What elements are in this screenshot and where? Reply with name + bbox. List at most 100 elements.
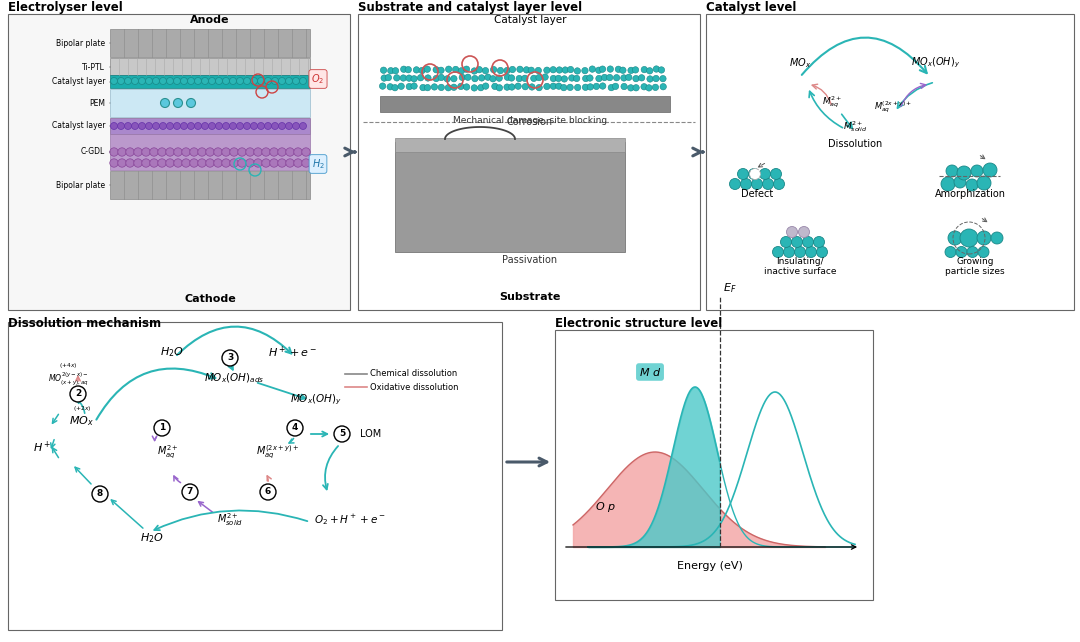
Circle shape [573,75,580,82]
Circle shape [400,75,406,81]
Circle shape [379,83,386,89]
Text: $O_2$: $O_2$ [311,72,325,86]
Circle shape [174,123,180,130]
Circle shape [948,231,962,245]
Circle shape [141,148,150,156]
Circle shape [125,148,134,156]
Text: 1: 1 [159,424,165,433]
Circle shape [957,166,971,180]
Circle shape [125,159,134,167]
Circle shape [458,67,464,74]
Text: Bipolar plate: Bipolar plate [56,39,105,48]
Circle shape [472,75,478,82]
Circle shape [613,74,620,81]
Text: $H_2O$: $H_2O$ [140,531,164,545]
Circle shape [491,83,498,90]
Circle shape [166,159,174,167]
Circle shape [627,85,634,91]
Circle shape [392,85,399,91]
Circle shape [208,123,216,130]
Text: 5: 5 [339,429,346,438]
Circle shape [386,74,392,81]
Circle shape [509,84,515,91]
Circle shape [589,66,595,73]
Text: $MO_x$: $MO_x$ [788,56,811,70]
Text: Cathode: Cathode [184,294,235,304]
Circle shape [257,78,265,85]
Circle shape [406,83,413,90]
Circle shape [806,247,816,257]
Circle shape [146,123,152,130]
Circle shape [599,66,606,73]
Circle shape [271,78,279,85]
FancyBboxPatch shape [8,14,350,310]
Circle shape [206,148,214,156]
Circle shape [632,67,638,73]
Circle shape [750,168,760,180]
Circle shape [762,178,773,189]
Circle shape [612,83,619,90]
Circle shape [424,66,431,73]
Text: Growing
particle sizes: Growing particle sizes [945,257,1004,277]
Circle shape [301,159,310,167]
Text: Oxidative dissolution: Oxidative dissolution [370,383,459,392]
Text: $^{(+2x)}$: $^{(+2x)}$ [72,406,91,415]
Text: Substrate: Substrate [499,292,561,302]
Text: $MO_x(OH)_y$: $MO_x(OH)_y$ [912,56,960,70]
Circle shape [380,67,387,73]
Circle shape [198,148,206,156]
Circle shape [561,84,567,91]
Text: $M_{solid}^{2+}$: $M_{solid}^{2+}$ [842,119,867,134]
Circle shape [174,78,180,85]
Circle shape [627,67,634,74]
Circle shape [813,236,824,248]
Circle shape [638,74,645,81]
Circle shape [515,83,522,89]
Circle shape [464,74,471,80]
Circle shape [138,78,146,85]
Circle shape [433,75,440,82]
Circle shape [596,75,603,82]
Circle shape [966,179,978,191]
Text: $MO_x(OH)_y$: $MO_x(OH)_y$ [289,393,342,407]
Text: LOM: LOM [360,429,381,439]
Circle shape [237,78,243,85]
Circle shape [599,83,606,89]
Text: $^{(+4x)}$: $^{(+4x)}$ [58,363,77,372]
Circle shape [420,84,427,91]
Circle shape [489,76,496,82]
Text: Mechanical damage, site blocking: Mechanical damage, site blocking [453,116,607,125]
Circle shape [616,66,622,73]
Circle shape [653,66,660,72]
Circle shape [229,78,237,85]
Text: Catalyst layer: Catalyst layer [52,121,105,130]
Circle shape [221,148,230,156]
Circle shape [160,123,166,130]
Circle shape [445,85,451,91]
Circle shape [134,159,143,167]
Text: Anode: Anode [190,15,230,25]
Circle shape [160,78,166,85]
Circle shape [438,84,445,91]
Text: Bipolar plate: Bipolar plate [56,180,105,189]
Circle shape [816,247,827,257]
Circle shape [222,78,229,85]
Circle shape [238,159,246,167]
Circle shape [786,227,797,238]
Circle shape [410,76,417,82]
Circle shape [652,75,659,82]
Circle shape [516,66,523,73]
Circle shape [238,148,246,156]
Circle shape [154,420,170,436]
Circle shape [945,247,956,257]
Circle shape [535,67,541,74]
Circle shape [222,123,229,130]
Circle shape [180,78,188,85]
Circle shape [180,123,188,130]
Circle shape [424,85,431,91]
Text: $MO_x(OH)_{ads}$: $MO_x(OH)_{ads}$ [204,371,265,385]
Circle shape [977,176,991,190]
Circle shape [550,83,556,89]
Circle shape [640,83,647,90]
Circle shape [522,75,528,82]
